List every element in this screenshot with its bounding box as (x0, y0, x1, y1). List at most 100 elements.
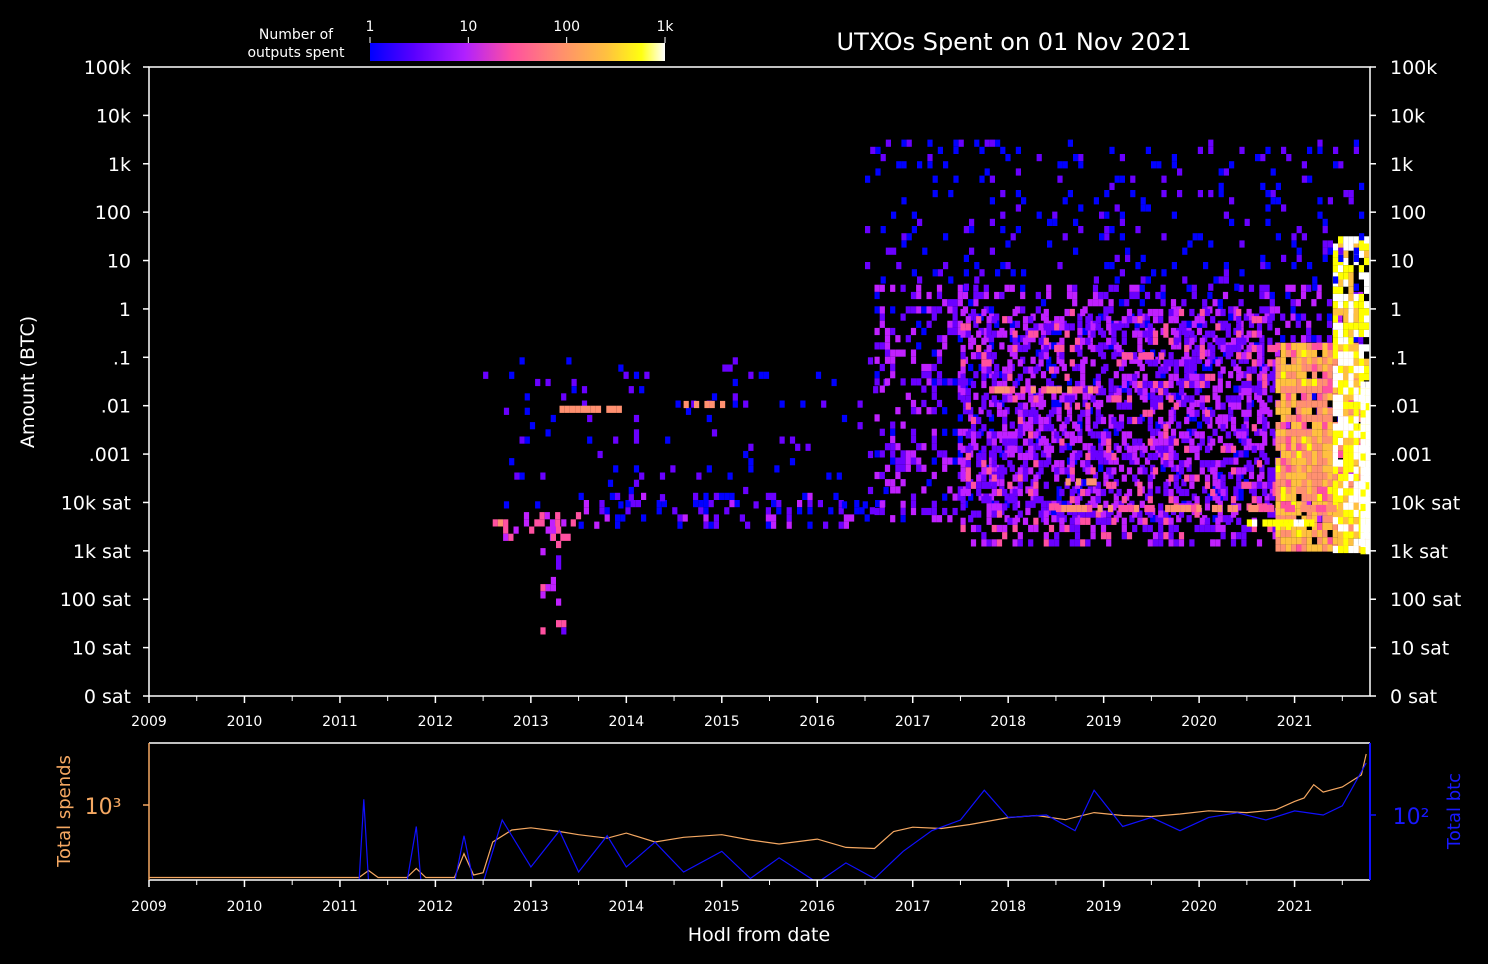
heatmap-cell (1064, 467, 1070, 475)
heatmap-cell (1264, 407, 1270, 415)
heatmap-cell (1202, 299, 1208, 307)
heatmap-cell (1137, 388, 1143, 396)
heatmap-cell (1291, 544, 1297, 552)
heatmap-cell (519, 436, 525, 444)
heatmap-cell (965, 481, 971, 489)
heatmap-cell (1158, 431, 1164, 439)
heatmap-cell (1168, 539, 1174, 547)
total-spends-line (149, 753, 1367, 879)
heatmap-cell (1147, 510, 1153, 518)
heatmap-cell (1121, 532, 1127, 540)
heatmap-cell (1353, 437, 1359, 446)
heatmap-cell (874, 450, 880, 458)
heatmap-cell (910, 356, 917, 364)
heatmap-cell (1364, 373, 1370, 381)
heatmap-cell (1004, 493, 1010, 501)
heatmap-cell (1272, 373, 1278, 381)
heatmap-cell (1338, 502, 1344, 510)
heatmap-cell (1135, 226, 1141, 234)
heatmap-cell (1285, 371, 1292, 379)
heatmap-cell (1305, 504, 1311, 513)
heatmap-cell (1140, 276, 1146, 284)
heatmap-cell (1343, 409, 1349, 417)
heatmap-cell (931, 443, 937, 451)
heatmap-cell (1317, 530, 1323, 538)
heatmap-cell (771, 514, 777, 522)
heatmap-cell (1353, 401, 1359, 410)
heatmap-cell (986, 316, 992, 324)
heatmap-cell (1322, 393, 1328, 401)
heatmap-cell (1280, 479, 1286, 487)
heatmap-cell (1051, 515, 1057, 523)
heatmap-cell (1081, 504, 1088, 513)
heatmap-cell (1322, 479, 1328, 487)
heatmap-cell (1215, 402, 1221, 410)
heatmap-cell (976, 460, 982, 468)
heatmap-cell (786, 507, 792, 515)
heatmap-cell (875, 146, 881, 154)
heatmap-cell (682, 514, 688, 522)
heatmap-cell (1343, 265, 1349, 273)
heatmap-cell (1327, 342, 1333, 350)
heatmap-cell (996, 524, 1003, 533)
heatmap-cell (583, 507, 589, 515)
heatmap-cell (1360, 496, 1366, 504)
heatmap-cell (1028, 445, 1034, 453)
heatmap-cell (952, 320, 958, 328)
heatmap-cell (1233, 486, 1239, 494)
heatmap-cell (1059, 337, 1065, 345)
heatmap-cell (1246, 388, 1252, 396)
heatmap-cell (1181, 392, 1187, 400)
heatmap-cell (1132, 330, 1138, 338)
heatmap-cell (986, 344, 992, 353)
heatmap-cell (884, 443, 891, 451)
heatmap-cell (1056, 493, 1062, 501)
heatmap-cell (981, 445, 987, 453)
heatmap-cell (1007, 395, 1013, 403)
heatmap-cell (1066, 500, 1073, 508)
heatmap-cell (1311, 530, 1318, 538)
heatmap-cell (1322, 342, 1328, 350)
heatmap-cell (1348, 293, 1354, 302)
heatmap-cell (1241, 481, 1247, 489)
heatmap-cell (1080, 409, 1086, 417)
heatmap-cell (1301, 350, 1307, 358)
heatmap-cell (1301, 386, 1307, 394)
heatmap-cell (1291, 414, 1297, 422)
heatmap-cell (1248, 486, 1255, 494)
heatmap-cell (508, 533, 514, 541)
heatmap-cell (1327, 407, 1333, 415)
heatmap-cell (545, 429, 551, 437)
sub-x-tick-label: 2014 (609, 899, 645, 915)
heatmap-cell (1012, 308, 1018, 317)
heatmap-cell (988, 399, 995, 408)
heatmap-cell (1069, 308, 1075, 317)
heatmap-cell (1177, 190, 1183, 198)
heatmap-cell (1337, 313, 1343, 321)
heatmap-cell (1022, 517, 1029, 525)
heatmap-cell (1322, 472, 1328, 480)
heatmap-cell (1246, 438, 1252, 446)
heatmap-cell (1158, 539, 1164, 547)
heatmap-cell (836, 472, 842, 480)
heatmap-cell (1251, 445, 1257, 453)
heatmap-cell (1315, 504, 1322, 513)
heatmap-cell (1343, 531, 1349, 539)
heatmap-cell (1343, 423, 1349, 431)
heatmap-cell (1022, 316, 1029, 324)
heatmap-cell (789, 458, 796, 466)
heatmap-cell (1353, 458, 1359, 466)
heatmap-cell (1051, 327, 1057, 336)
heatmap-cell (1296, 443, 1302, 451)
heatmap-cell (1265, 190, 1271, 198)
heatmap-cell (1332, 401, 1338, 410)
heatmap-cell (1317, 479, 1323, 487)
heatmap-cell (1015, 190, 1021, 198)
heatmap-cell (745, 521, 751, 529)
heatmap-cell (1035, 399, 1041, 408)
heatmap-cell (1272, 519, 1278, 527)
heatmap-cell (1210, 316, 1216, 324)
heatmap-cell (890, 327, 896, 336)
heatmap-cell (703, 521, 709, 529)
